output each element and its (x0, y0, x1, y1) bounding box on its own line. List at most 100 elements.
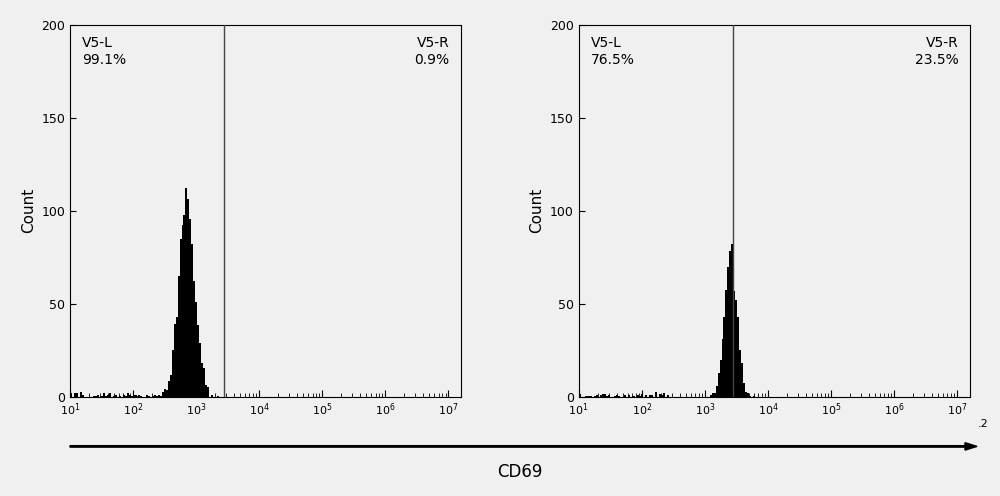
Bar (614, 396, 616, 397)
Bar (70, 393, 72, 397)
Bar (162, 392, 164, 397)
Bar (156, 396, 158, 397)
Bar (76, 393, 78, 397)
Bar (105, 396, 107, 397)
Y-axis label: Count: Count (21, 188, 36, 234)
Bar (579, 394, 581, 397)
Text: V5-L
76.5%: V5-L 76.5% (590, 36, 634, 67)
Bar (753, 396, 755, 397)
Bar (739, 350, 741, 397)
Bar (624, 395, 626, 397)
Bar (587, 396, 588, 397)
Text: V5-R
0.9%: V5-R 0.9% (414, 36, 450, 67)
Bar (168, 381, 170, 397)
Bar (115, 394, 117, 397)
Bar (737, 317, 739, 397)
Bar (608, 395, 610, 397)
Bar (197, 325, 199, 397)
Bar (659, 394, 661, 397)
Bar (97, 394, 99, 397)
Bar (93, 396, 95, 397)
Bar (588, 396, 590, 397)
Bar (80, 392, 82, 397)
Bar (710, 395, 712, 397)
Bar (741, 364, 743, 397)
Bar (164, 389, 166, 397)
Bar (639, 396, 641, 397)
Bar (606, 396, 608, 397)
Bar (170, 375, 172, 397)
Bar (109, 393, 111, 397)
Bar (107, 394, 109, 397)
Bar (123, 394, 125, 397)
Bar (158, 394, 160, 397)
Bar (185, 188, 187, 397)
Bar (189, 219, 191, 397)
Bar (716, 386, 718, 397)
Bar (729, 251, 731, 397)
Text: V5-L
99.1%: V5-L 99.1% (82, 36, 126, 67)
Bar (602, 394, 604, 397)
Bar (203, 369, 205, 397)
Bar (667, 395, 669, 397)
Bar (632, 396, 633, 397)
Bar (160, 396, 162, 397)
Bar (727, 267, 729, 397)
Bar (191, 244, 193, 397)
Bar (154, 394, 156, 397)
Bar (211, 394, 213, 397)
Bar (195, 303, 197, 397)
Bar (187, 199, 189, 397)
Y-axis label: Count: Count (529, 188, 544, 234)
Bar (718, 373, 720, 397)
Bar (596, 395, 598, 397)
Bar (735, 300, 737, 397)
Bar (649, 395, 651, 397)
Bar (712, 393, 714, 397)
Bar (101, 396, 103, 397)
Bar (590, 396, 592, 397)
Text: CD69: CD69 (497, 463, 543, 481)
Bar (131, 396, 133, 397)
Bar (720, 360, 722, 397)
Bar (205, 385, 207, 397)
Bar (628, 395, 630, 397)
Bar (217, 396, 219, 397)
Bar (182, 225, 183, 397)
Bar (714, 393, 716, 397)
Bar (641, 394, 643, 397)
Bar (95, 396, 97, 397)
Bar (146, 394, 148, 397)
Bar (747, 393, 749, 397)
Bar (722, 339, 723, 397)
Bar (600, 395, 602, 397)
Bar (178, 276, 180, 397)
Bar (74, 393, 76, 397)
Bar (138, 394, 140, 397)
Text: .2: .2 (978, 419, 989, 429)
Bar (137, 396, 138, 397)
Bar (183, 215, 185, 397)
Bar (594, 396, 596, 397)
Bar (176, 317, 178, 397)
Bar (125, 396, 127, 397)
Bar (133, 394, 135, 397)
Bar (207, 386, 209, 397)
Bar (655, 391, 657, 397)
Bar (135, 394, 137, 397)
Bar (743, 383, 745, 397)
Bar (129, 394, 131, 397)
Bar (152, 396, 154, 397)
Text: V5-R
23.5%: V5-R 23.5% (915, 36, 958, 67)
Bar (103, 393, 105, 397)
Bar (113, 396, 115, 397)
Bar (148, 396, 150, 397)
Bar (749, 396, 751, 397)
Bar (661, 395, 663, 397)
Bar (604, 394, 606, 397)
Bar (733, 291, 735, 397)
Bar (174, 324, 176, 397)
Bar (140, 396, 142, 397)
Bar (166, 390, 168, 397)
Bar (199, 343, 201, 397)
